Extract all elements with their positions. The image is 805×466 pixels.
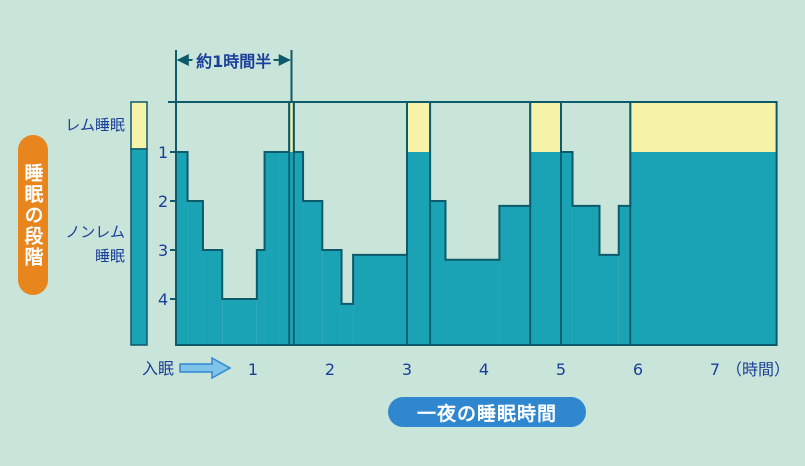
- stage-segment: [279, 152, 290, 345]
- x-axis-title: 一夜の睡眠時間: [388, 397, 586, 427]
- annotation-text: 約1時間半: [196, 52, 271, 71]
- plot-frame: [168, 101, 778, 346]
- stage-segment: [630, 152, 777, 345]
- nrem-category-label-line1: ノンレム: [65, 223, 125, 241]
- rem-block: [407, 102, 431, 152]
- x-tick-label: 4: [479, 360, 489, 379]
- stage-segment: [618, 205, 631, 345]
- stage-segment: [303, 201, 323, 345]
- stage-segment: [353, 254, 407, 345]
- stage-segment: [176, 152, 188, 345]
- stage-segment: [289, 152, 294, 345]
- stage-segment: [202, 250, 223, 345]
- rem-block: [630, 102, 777, 152]
- nrem-category-label-line2: 睡眠: [95, 247, 125, 265]
- x-tick-label: 7: [710, 360, 720, 379]
- rem-category-label: レム睡眠: [65, 116, 125, 134]
- x-tick-label: 2: [325, 360, 335, 379]
- x-tick-label: 6: [633, 360, 643, 379]
- stage-segment: [572, 205, 600, 345]
- y-tick-label: 3: [158, 241, 168, 260]
- rem-legend-block: [130, 101, 148, 150]
- annotation-bracket: 約1時間半: [175, 49, 293, 102]
- stage-segment: [222, 299, 257, 345]
- y-tick-label: 1: [158, 143, 168, 162]
- x-tick-label: 5: [556, 360, 566, 379]
- stage-step-line: [176, 101, 777, 305]
- x-tick-label: 1: [248, 360, 258, 379]
- rem-block: [530, 102, 561, 152]
- stage-segment: [430, 201, 446, 345]
- rem-block: [289, 102, 294, 152]
- stage-segment: [322, 250, 342, 345]
- stage-segment: [264, 152, 280, 345]
- stage-segment: [499, 205, 531, 345]
- stage-segment: [341, 303, 354, 345]
- start-arrow-icon: [179, 356, 232, 380]
- x-unit-label: （時間）: [726, 360, 790, 379]
- stage-segment: [293, 152, 304, 345]
- stage-segment: [561, 152, 573, 345]
- stage-segment: [256, 250, 265, 345]
- y-axis-title: 睡眠の段階: [18, 135, 48, 295]
- x-tick-label: 3: [402, 360, 412, 379]
- stage-segment: [187, 201, 203, 345]
- x-start-label: 入眠: [142, 359, 174, 378]
- nrem-legend-block: [130, 148, 148, 346]
- stage-segment: [530, 152, 561, 345]
- y-tick-label: 4: [158, 290, 168, 309]
- stage-segment: [407, 152, 431, 345]
- y-tick-label: 2: [158, 192, 168, 211]
- stage-segment: [599, 254, 619, 345]
- stage-segment: [445, 259, 500, 345]
